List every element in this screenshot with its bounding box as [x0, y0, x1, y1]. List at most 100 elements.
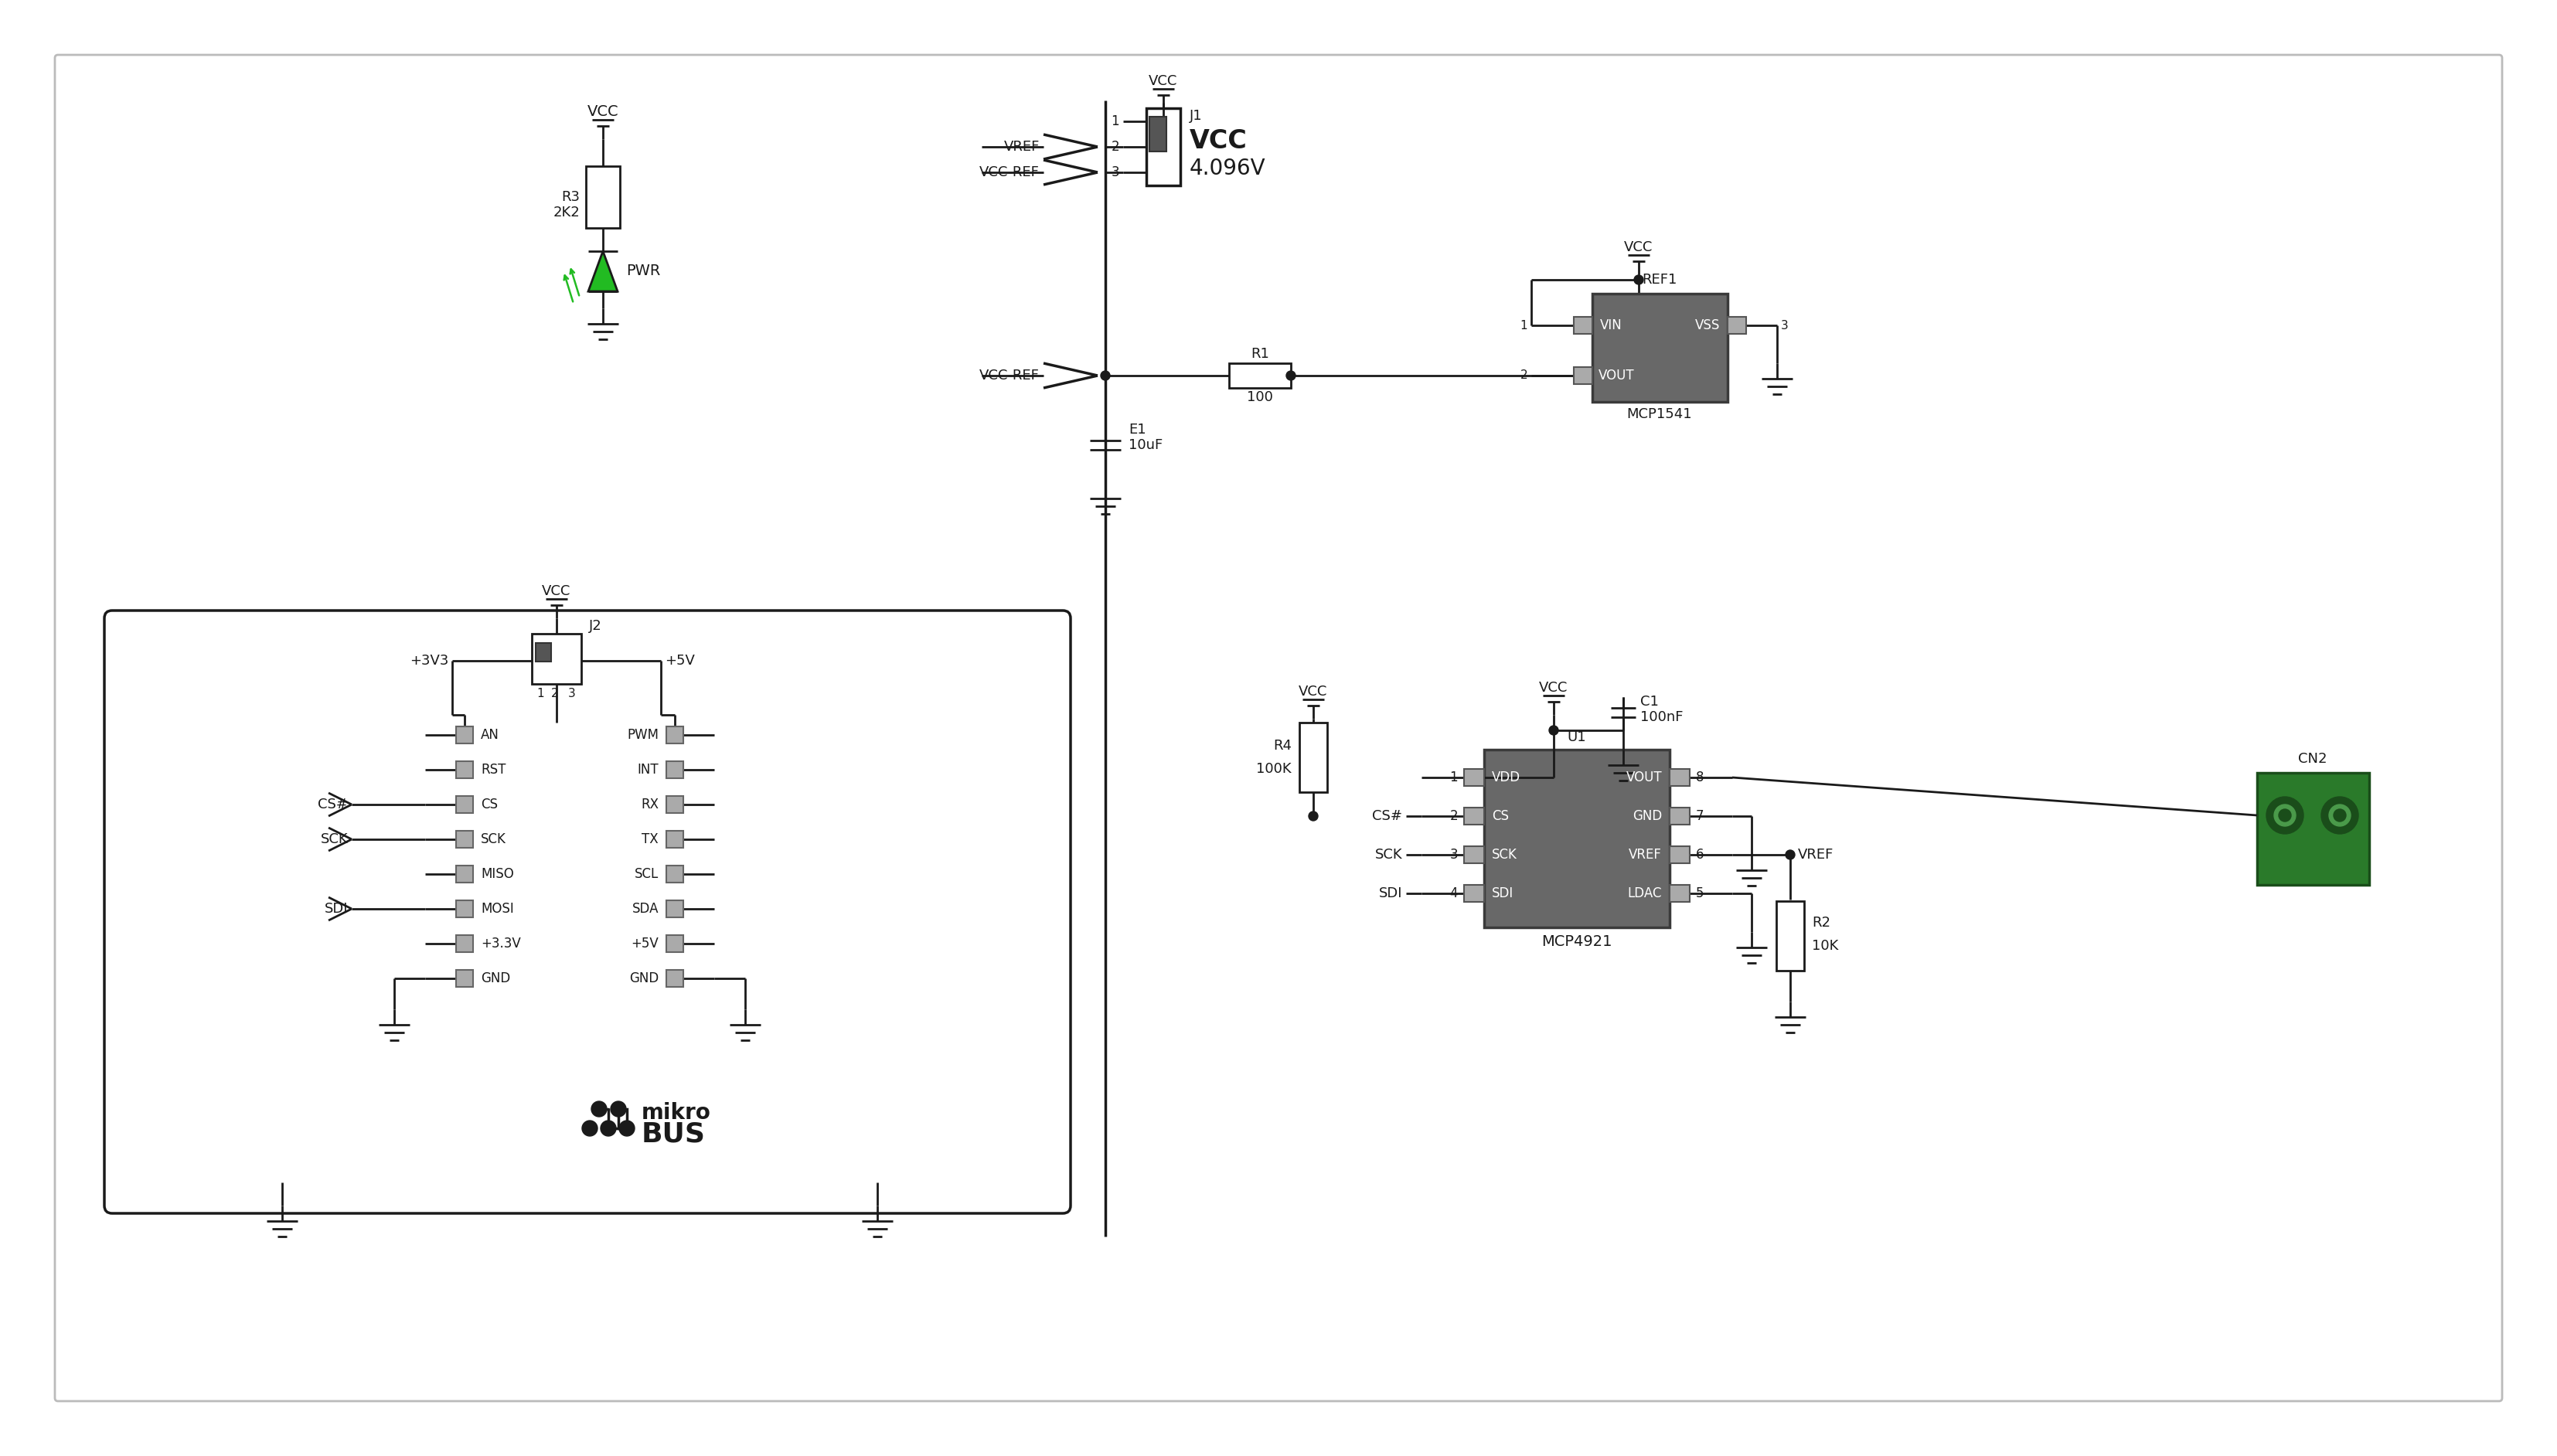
Text: +5V: +5V	[632, 936, 660, 951]
Bar	[1670, 846, 1690, 863]
Bar	[1593, 294, 1729, 402]
Bar	[1230, 363, 1291, 387]
Text: VCC: VCC	[1539, 681, 1567, 695]
Text: AN: AN	[481, 728, 499, 743]
Text: MISO: MISO	[481, 868, 514, 881]
Bar	[455, 761, 473, 779]
Text: 8: 8	[1695, 770, 1703, 785]
Polygon shape	[588, 252, 619, 291]
Text: 2: 2	[1519, 370, 1527, 381]
Text: 3: 3	[1112, 166, 1120, 179]
Circle shape	[2278, 810, 2291, 821]
Text: SCK: SCK	[481, 833, 506, 846]
Text: MCP1541: MCP1541	[1626, 408, 1693, 421]
Bar	[455, 935, 473, 952]
Text: +3.3V: +3.3V	[481, 936, 522, 951]
Text: VREF: VREF	[1629, 847, 1662, 862]
Bar	[667, 761, 683, 779]
Text: 3: 3	[1450, 847, 1457, 862]
Text: PWR: PWR	[626, 264, 660, 278]
Circle shape	[583, 1121, 598, 1136]
Text: +5V: +5V	[665, 654, 696, 668]
Text: RX: RX	[642, 798, 660, 811]
Text: CN2: CN2	[2299, 751, 2327, 766]
Text: SDI: SDI	[1491, 887, 1514, 900]
Text: VCC: VCC	[1299, 684, 1327, 699]
Text: SDI: SDI	[1378, 887, 1401, 900]
Text: +3V3: +3V3	[409, 654, 447, 668]
Bar	[1151, 116, 1166, 151]
Text: VREF: VREF	[1005, 140, 1041, 154]
Text: VOUT: VOUT	[1598, 368, 1634, 383]
Text: VCC: VCC	[1189, 128, 1248, 153]
Text: RST: RST	[481, 763, 506, 776]
Circle shape	[591, 1101, 606, 1117]
Bar	[1465, 808, 1483, 824]
Text: SDI: SDI	[325, 901, 348, 916]
Bar	[667, 831, 683, 847]
Bar	[586, 166, 619, 229]
Circle shape	[1309, 811, 1317, 821]
Text: 100K: 100K	[1255, 761, 1291, 776]
Text: E1: E1	[1128, 422, 1146, 437]
Bar	[534, 644, 552, 661]
Text: LDAC: LDAC	[1626, 887, 1662, 900]
Text: 100: 100	[1248, 390, 1273, 405]
Text: 1: 1	[1112, 115, 1120, 128]
Text: CS: CS	[1491, 810, 1509, 823]
Text: INT: INT	[637, 763, 660, 776]
Text: R1: R1	[1250, 347, 1268, 361]
Circle shape	[2322, 796, 2358, 834]
Bar	[1146, 108, 1181, 185]
Bar	[455, 970, 473, 987]
Bar	[455, 865, 473, 882]
Circle shape	[611, 1101, 626, 1117]
Text: VCC-REF: VCC-REF	[979, 368, 1041, 383]
Circle shape	[601, 1121, 616, 1136]
Text: 1: 1	[537, 687, 545, 699]
Text: R2: R2	[1813, 916, 1831, 930]
Circle shape	[2335, 810, 2345, 821]
Text: MCP4921: MCP4921	[1542, 933, 1613, 949]
Bar	[455, 900, 473, 917]
Text: GND: GND	[629, 971, 660, 986]
Text: CS: CS	[481, 798, 499, 811]
Text: VCC-REF: VCC-REF	[979, 166, 1041, 179]
Text: C1: C1	[1639, 695, 1659, 709]
Bar	[667, 796, 683, 812]
Bar	[1777, 901, 1805, 971]
Text: 2: 2	[1112, 140, 1120, 154]
Text: MOSI: MOSI	[481, 901, 514, 916]
Text: GND: GND	[481, 971, 511, 986]
Bar	[532, 633, 580, 684]
Text: VIN: VIN	[1601, 319, 1621, 332]
Bar	[1670, 769, 1690, 786]
Text: VSS: VSS	[1695, 319, 1721, 332]
Bar	[667, 970, 683, 987]
Bar	[667, 727, 683, 744]
Bar	[1573, 317, 1593, 333]
Text: SCK: SCK	[320, 833, 348, 846]
Bar	[667, 935, 683, 952]
Text: REF1: REF1	[1642, 272, 1677, 287]
Bar	[1729, 317, 1746, 333]
Text: 4.096V: 4.096V	[1189, 157, 1266, 179]
Bar	[455, 831, 473, 847]
Bar	[667, 900, 683, 917]
Circle shape	[2266, 796, 2304, 834]
Text: CS#: CS#	[1373, 810, 1401, 823]
Text: 10uF: 10uF	[1128, 438, 1163, 453]
Text: VCC: VCC	[542, 584, 570, 598]
Text: TX: TX	[642, 833, 660, 846]
Text: SCL: SCL	[634, 868, 660, 881]
Bar	[1465, 885, 1483, 901]
Text: BUS: BUS	[642, 1121, 706, 1147]
Bar	[1299, 722, 1327, 792]
Text: 2: 2	[1450, 810, 1457, 823]
Text: R3: R3	[560, 191, 580, 204]
Bar	[667, 865, 683, 882]
Text: 3: 3	[568, 687, 575, 699]
Circle shape	[1286, 371, 1296, 380]
Text: VCC: VCC	[1624, 240, 1654, 255]
Circle shape	[1100, 371, 1110, 380]
